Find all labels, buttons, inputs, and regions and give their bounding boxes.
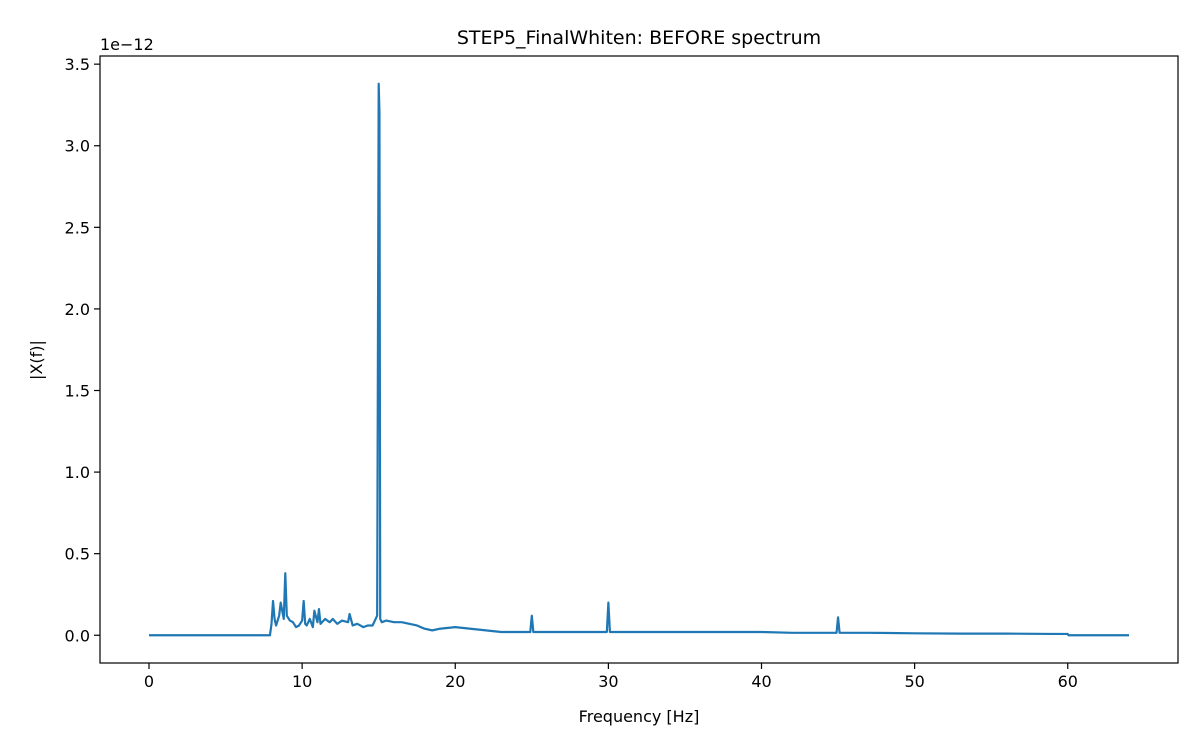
x-tick-label: 50 [904,672,924,691]
y-tick-label: 3.5 [65,55,90,74]
y-tick-label: 2.5 [65,218,90,237]
x-tick-label: 20 [445,672,465,691]
plot-area [149,82,1129,637]
y-tick-label: 0.0 [65,626,90,645]
axes-frame [99,55,1179,664]
y-tick-label: 1.5 [65,382,90,401]
chart-title: STEP5_FinalWhiten: BEFORE spectrum [457,27,821,49]
y-axis-offset-label: 1e−12 [100,35,154,54]
x-axis-label: Frequency [Hz] [579,707,700,726]
y-tick-label: 1.0 [65,463,90,482]
y-tick-label: 0.5 [65,545,90,564]
x-tick-label: 40 [751,672,771,691]
x-axis-ticks: 0 10 20 30 40 50 60 [144,663,1078,691]
y-axis-ticks: 0.0 0.5 1.0 1.5 2.0 2.5 3.0 3.5 [65,55,100,645]
y-tick-label: 2.0 [65,300,90,319]
y-axis-label: |X(f)| [27,340,46,380]
x-tick-label: 30 [598,672,618,691]
x-tick-label: 10 [292,672,312,691]
series-line [149,82,1129,637]
y-tick-label: 3.0 [65,137,90,156]
x-tick-label: 60 [1058,672,1078,691]
x-tick-label: 0 [144,672,154,691]
